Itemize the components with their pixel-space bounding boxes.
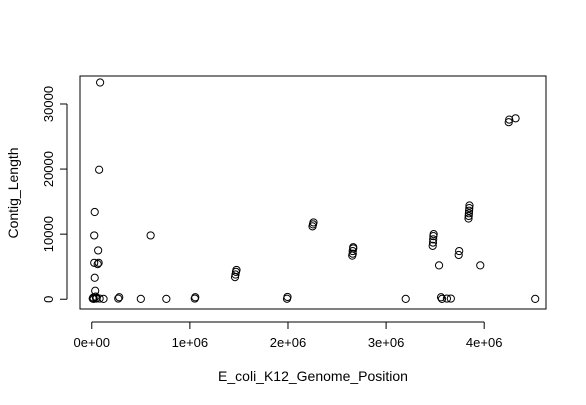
- data-point: [99, 294, 108, 304]
- x-tick-label: 0e+00: [74, 335, 111, 350]
- data-point: [95, 165, 104, 174]
- data-points: [88, 78, 540, 304]
- x-tick-label: 2e+06: [270, 335, 307, 350]
- data-point: [146, 231, 155, 240]
- data-point: [348, 249, 357, 258]
- data-point: [90, 231, 99, 240]
- y-axis: 0 10000 20000 30000: [41, 86, 68, 303]
- data-point: [437, 294, 447, 304]
- data-point: [531, 294, 540, 304]
- y-tick-label: 20000: [41, 151, 56, 187]
- data-point: [464, 214, 473, 223]
- data-point: [505, 115, 514, 124]
- data-point: [464, 206, 474, 215]
- data-point: [90, 258, 99, 267]
- data-point: [191, 293, 200, 302]
- y-axis-title: Contig_Length: [5, 147, 21, 238]
- data-point: [232, 265, 241, 275]
- data-point: [465, 204, 474, 213]
- data-point: [442, 294, 452, 303]
- data-point: [464, 211, 473, 221]
- data-point: [96, 78, 105, 87]
- x-tick-label: 3e+06: [368, 335, 405, 350]
- data-point: [465, 201, 474, 210]
- data-point: [115, 293, 124, 302]
- data-point: [114, 294, 123, 303]
- x-axis: 0e+00 1e+06 2e+06 3e+06 4e+06: [74, 321, 503, 350]
- y-tick-label: 30000: [41, 86, 56, 122]
- data-point: [94, 258, 103, 267]
- data-point: [162, 294, 171, 304]
- data-point: [428, 241, 437, 250]
- data-point: [309, 218, 318, 227]
- plot-box: [79, 75, 547, 310]
- data-point: [90, 273, 99, 282]
- data-point: [455, 246, 464, 256]
- data-point: [454, 250, 463, 260]
- data-point: [464, 209, 473, 218]
- data-point: [90, 207, 99, 217]
- data-point: [429, 235, 438, 244]
- data-point: [283, 292, 292, 302]
- data-point: [436, 293, 446, 302]
- data-point: [428, 238, 438, 247]
- data-point: [511, 114, 520, 123]
- data-point: [446, 294, 455, 303]
- x-axis-title: E_coli_K12_Genome_Position: [218, 368, 408, 384]
- y-tick-label: 0: [41, 296, 56, 303]
- data-point: [429, 230, 438, 239]
- data-point: [434, 261, 444, 270]
- data-point: [94, 246, 103, 255]
- data-point: [93, 259, 102, 269]
- data-point: [476, 261, 485, 270]
- x-tick-label: 1e+06: [172, 335, 209, 350]
- y-tick-label: 10000: [41, 216, 56, 252]
- data-point: [95, 294, 104, 303]
- x-tick-label: 4e+06: [466, 335, 503, 350]
- data-point: [349, 243, 358, 252]
- data-point: [136, 294, 145, 304]
- data-point: [401, 294, 410, 304]
